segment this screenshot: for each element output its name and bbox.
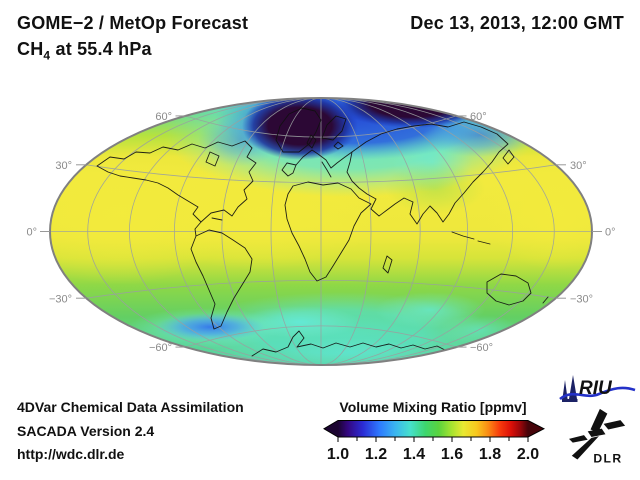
lat-label-right-minus30: −30° <box>570 294 593 306</box>
lat-label-right-60: 60° <box>470 111 487 123</box>
colorbar-tick-1.4: 1.4 <box>402 446 426 463</box>
colorbar-tick-1.2: 1.2 <box>364 446 388 463</box>
colorbar-tick-marks <box>337 437 529 442</box>
colorbar-tick-2.0: 2.0 <box>516 446 540 463</box>
graticule <box>50 98 592 365</box>
latitude-ticks <box>40 115 602 348</box>
footer-assimilation-label: 4DVar Chemical Data Assimilation <box>17 399 244 415</box>
lat-label-left-minus60: −60° <box>149 342 172 354</box>
river-wave-icon <box>559 386 636 401</box>
colorbar-gradient-bar <box>323 420 545 438</box>
footer-version-label: SACADA Version 2.4 <box>17 423 155 439</box>
dlr-logo[interactable]: DLR <box>565 408 631 466</box>
page-title: GOME−2 / MetOp Forecast <box>17 13 249 33</box>
riu-logo[interactable]: RIU <box>559 375 637 405</box>
dlr-mark-icon <box>569 408 626 460</box>
page-subtitle: CH4 at 55.4 hPa <box>17 39 152 63</box>
lat-label-right-0: 0° <box>605 227 616 239</box>
ch4-subscript: 4 <box>43 48 51 63</box>
ch4-suffix: at 55.4 hPa <box>50 39 152 59</box>
footer-url-link[interactable]: http://wdc.dlr.de <box>17 446 125 462</box>
colorbar-tick-1.0: 1.0 <box>326 446 350 463</box>
timestamp-label: Dec 13, 2013, 12:00 GMT <box>410 13 624 33</box>
coastlines <box>96 107 549 357</box>
lat-label-right-minus60: −60° <box>470 342 493 354</box>
ch4-heatmap <box>50 98 592 365</box>
colorbar-tick-1.6: 1.6 <box>440 446 464 463</box>
dlr-logo-text: DLR <box>593 451 622 465</box>
colorbar-tick-1.8: 1.8 <box>478 446 502 463</box>
cathedral-icon <box>562 375 578 402</box>
riu-logo-text: RIU <box>579 378 613 399</box>
lat-label-left-60: 60° <box>155 111 172 123</box>
colorbar <box>323 420 545 442</box>
lat-label-right-30: 30° <box>570 160 587 172</box>
lat-label-left-30: 30° <box>55 160 72 172</box>
colorbar-title: Volume Mixing Ratio [ppmv] <box>339 399 527 415</box>
lat-label-left-0: 0° <box>26 227 37 239</box>
lat-label-left-minus30: −30° <box>49 294 72 306</box>
ch4-prefix: CH <box>17 39 44 59</box>
